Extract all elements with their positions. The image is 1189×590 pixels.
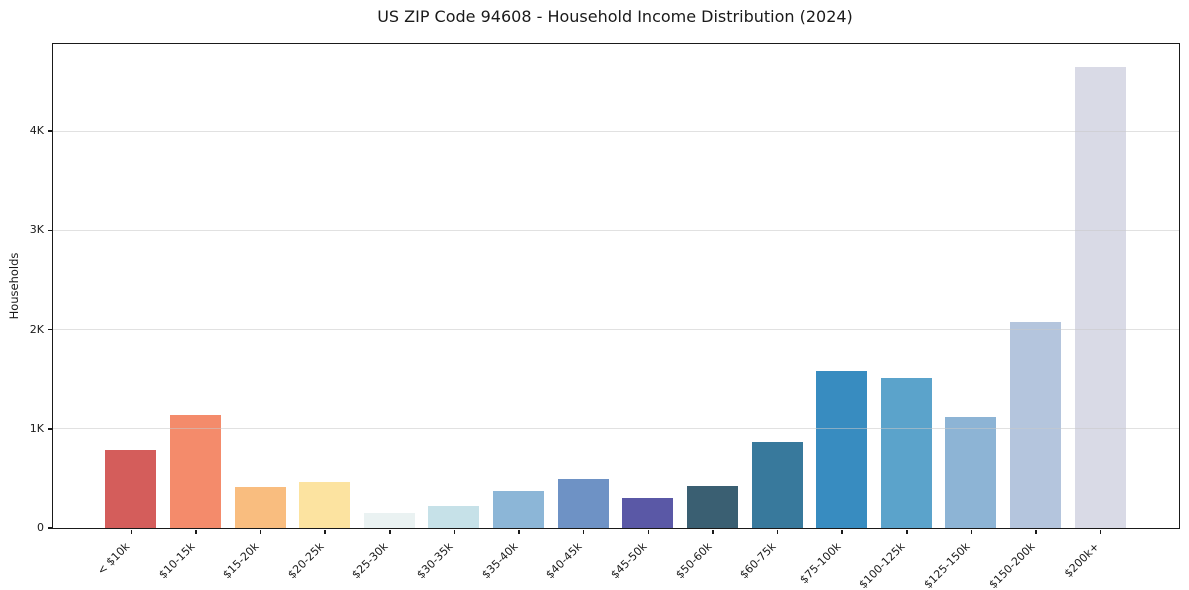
bar-100-125k [880, 377, 932, 528]
y-tick-label: 0 [37, 521, 44, 534]
x-tick-label: $30-35k [414, 540, 456, 582]
plot-area [51, 42, 1180, 529]
x-tick [518, 529, 520, 534]
x-tick-label: $45-50k [608, 540, 650, 582]
y-tick [48, 328, 53, 331]
gridline-2k [52, 329, 1179, 331]
x-tick-label: $20-25k [285, 540, 327, 582]
bar-20-25k [299, 482, 351, 528]
y-tick [48, 130, 53, 132]
y-tick [48, 527, 53, 529]
x-tick [776, 529, 779, 534]
x-tick [647, 529, 650, 534]
y-axis-label: Households [7, 252, 21, 320]
bar-10k [105, 449, 157, 528]
x-tick [1035, 529, 1037, 534]
y-tick-label: 4K [29, 124, 44, 138]
y-tick-label: 1K [29, 421, 44, 435]
x-tick [130, 529, 133, 534]
y-tick-label: 2K [29, 322, 44, 336]
bar-125-150k [945, 416, 997, 528]
x-tick [324, 529, 326, 534]
x-tick-label: $15-20k [220, 540, 262, 582]
x-tick-label: < $10k [94, 540, 133, 578]
x-tick-label: $40-45k [543, 540, 585, 582]
x-tick [259, 529, 262, 534]
bar-15-20k [234, 487, 286, 528]
x-tick-label: $50-60k [672, 540, 715, 582]
bar-40-45k [557, 479, 609, 528]
bar-25-30k [363, 512, 415, 528]
bar-75-100k [816, 370, 868, 528]
x-tick-label: $125-150k [921, 540, 973, 590]
x-tick [712, 529, 714, 534]
x-tick [582, 529, 585, 534]
x-tick-label: $60-75k [737, 540, 779, 582]
gridline-4k [52, 130, 1179, 132]
x-tick [453, 529, 456, 534]
gridline-1k [52, 428, 1179, 430]
x-tick [970, 529, 973, 534]
y-tick [48, 229, 53, 232]
bar-200k [1074, 67, 1126, 528]
x-tick [389, 529, 391, 534]
bar-60-75k [751, 441, 803, 528]
bar-50-60k [686, 486, 738, 528]
chart-title: US ZIP Code 94608 - Household Income Dis… [377, 7, 853, 26]
x-tick [1099, 529, 1102, 534]
x-tick-label: $100-125k [856, 540, 909, 590]
x-tick [195, 529, 197, 534]
y-tick [48, 428, 53, 430]
x-tick [906, 529, 908, 534]
x-tick [841, 529, 843, 534]
x-tick-label: $200k+ [1061, 540, 1102, 581]
bar-10-15k [169, 414, 221, 528]
bar-30-35k [428, 506, 480, 528]
gridline-3k [52, 229, 1179, 231]
x-tick-label: $150-200k [986, 540, 1038, 590]
bar-45-50k [622, 498, 674, 528]
x-tick-label: $35-40k [478, 540, 521, 582]
x-tick-label: $25-30k [349, 540, 392, 582]
x-tick-label: $75-100k [797, 540, 844, 587]
bar-35-40k [493, 491, 545, 528]
y-tick-label: 3K [29, 223, 44, 237]
bar-150-200k [1010, 322, 1062, 528]
x-tick-label: $10-15k [155, 540, 198, 582]
